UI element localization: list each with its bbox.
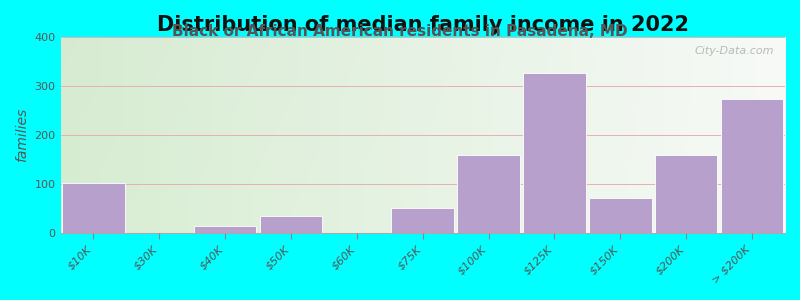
Bar [458,155,520,233]
Bar [391,208,454,233]
Bar [721,100,783,233]
Bar [523,74,586,233]
Title: Distribution of median family income in 2022: Distribution of median family income in … [157,15,689,35]
Text: City-Data.com: City-Data.com [694,46,774,56]
Bar [655,155,718,233]
Bar [194,226,257,233]
Bar [589,198,652,233]
Text: Black or African American residents in Pasadena, MD: Black or African American residents in P… [172,24,628,39]
Bar [260,216,322,233]
Y-axis label: families: families [15,108,29,162]
Bar [62,182,125,233]
